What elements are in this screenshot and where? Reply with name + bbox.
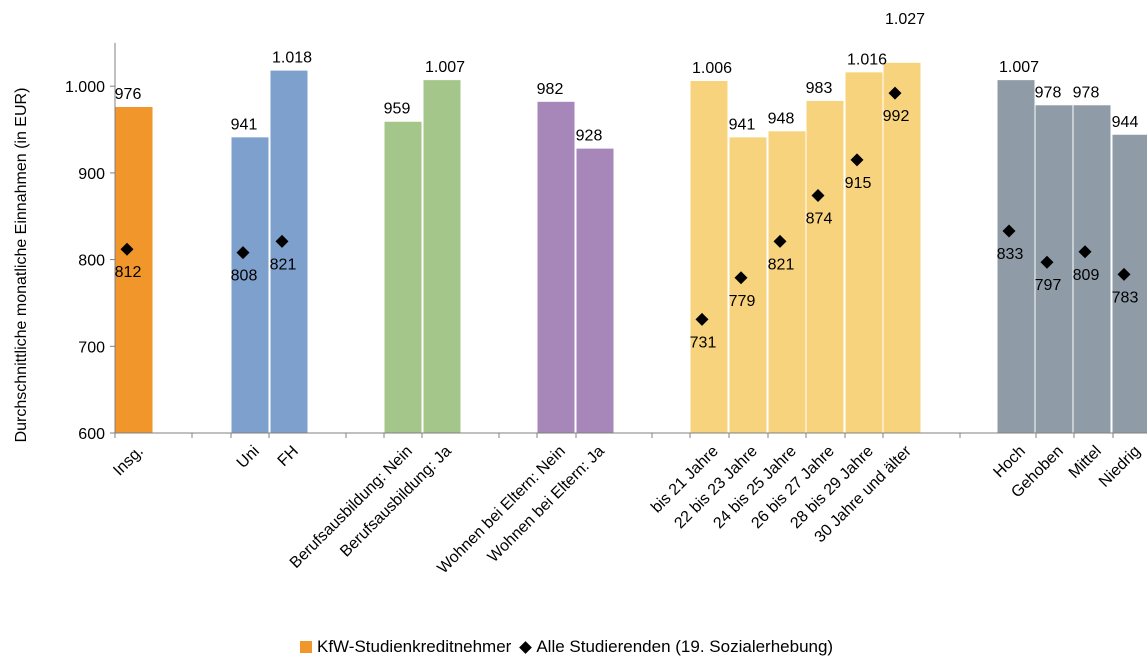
bar-value-label: 982	[537, 81, 564, 98]
bar-value-label: 941	[729, 116, 756, 133]
bar	[271, 71, 308, 433]
bar	[1113, 135, 1147, 433]
x-tick-label: Insg.	[110, 443, 147, 480]
point-value-label: 812	[115, 264, 142, 281]
y-tick-label: 900	[78, 166, 105, 183]
y-tick-label: 600	[78, 426, 105, 443]
bar-value-label: 944	[1112, 114, 1139, 131]
bar-value-label: 983	[806, 80, 833, 97]
bar-value-label: 976	[115, 86, 142, 103]
bar	[232, 137, 269, 433]
bar	[424, 80, 461, 433]
point-value-label: 915	[845, 175, 872, 192]
x-tick-label: Niedrig	[1096, 443, 1144, 491]
x-tick-label: Uni	[234, 443, 263, 472]
point-value-label: 821	[768, 256, 795, 273]
point-value-label: 797	[1035, 277, 1062, 294]
legend-all-label: Alle Studierenden (19. Sozialerhebung)	[536, 637, 833, 657]
bar-value-label: 978	[1035, 84, 1062, 101]
bar-value-label: 941	[231, 116, 258, 133]
bar-value-label: 1.007	[999, 59, 1039, 76]
y-tick-label: 800	[78, 253, 105, 270]
y-axis-title: Durchschnittliche monatliche Einnahmen (…	[13, 88, 30, 443]
point-value-label: 779	[729, 293, 756, 310]
y-tick-label: 700	[78, 339, 105, 356]
point-value-label: 821	[270, 256, 297, 273]
bar-value-label: 1.007	[425, 59, 465, 76]
point-value-label: 992	[883, 108, 910, 125]
bar-value-label: 1.018	[272, 50, 312, 67]
y-tick-label: 1.000	[65, 79, 105, 96]
point-value-label: 809	[1073, 267, 1100, 284]
bar	[730, 137, 767, 433]
chart: 600 700 800 900 1.000 Durchschnittliche monat…	[0, 0, 1147, 630]
bar	[807, 101, 844, 433]
bar	[577, 149, 614, 433]
bar	[385, 122, 422, 433]
point-value-label: 808	[231, 268, 258, 285]
legend: KfW-Studienkreditnehmer Alle Studierende…	[300, 637, 833, 657]
bar-value-label: 1.027	[885, 11, 925, 28]
bar-value-label: 978	[1073, 84, 1100, 101]
x-tick-label: FH	[275, 443, 302, 470]
bar	[846, 72, 883, 433]
bar	[538, 102, 575, 433]
point-value-label: 833	[997, 246, 1024, 263]
bar	[769, 131, 806, 433]
point-value-label: 783	[1112, 289, 1139, 306]
bar-value-label: 1.006	[692, 60, 732, 77]
bar	[691, 81, 728, 433]
legend-kfw-swatch	[300, 641, 312, 653]
bar-value-label: 1.016	[847, 51, 887, 68]
point-value-label: 874	[806, 210, 833, 227]
legend-kfw-label: KfW-Studienkreditnehmer	[317, 637, 511, 657]
bar-value-label: 948	[768, 110, 795, 127]
bar-value-label: 959	[384, 101, 411, 118]
bar-value-label: 928	[576, 128, 603, 145]
legend-diamond-icon	[519, 641, 532, 654]
bar	[1036, 105, 1073, 433]
point-value-label: 731	[690, 334, 717, 351]
